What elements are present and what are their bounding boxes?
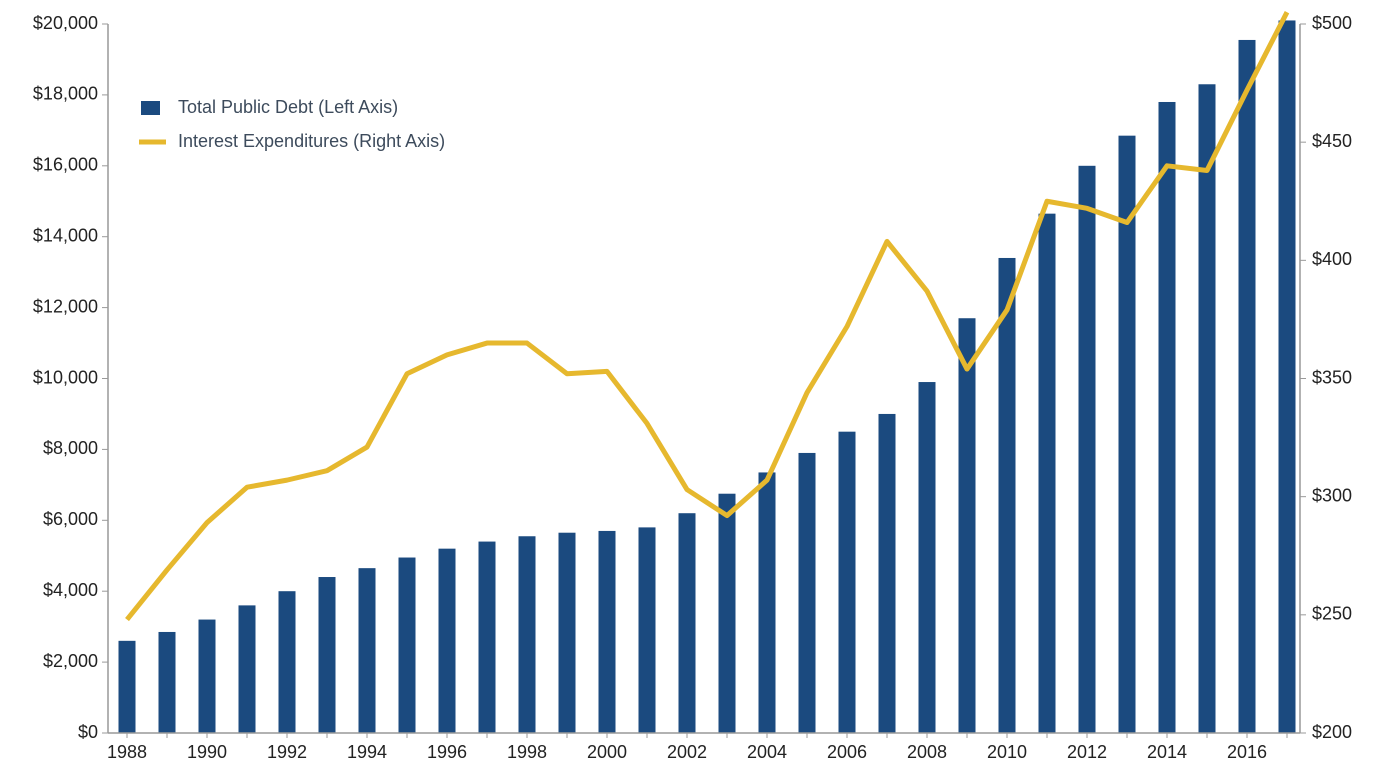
bar bbox=[878, 413, 896, 733]
bar bbox=[1118, 135, 1136, 734]
y-tick-label: $18,000 bbox=[33, 84, 98, 104]
bar bbox=[678, 513, 696, 733]
bar bbox=[638, 527, 656, 733]
y2-tick-label: $350 bbox=[1312, 367, 1352, 387]
x-tick-label: 1988 bbox=[107, 742, 147, 762]
y2-tick-label: $200 bbox=[1312, 722, 1352, 742]
bar bbox=[518, 536, 536, 733]
y-tick-label: $10,000 bbox=[33, 367, 98, 387]
y2-tick-label: $450 bbox=[1312, 131, 1352, 151]
y-tick-label: $6,000 bbox=[43, 509, 98, 529]
y2-tick-label: $300 bbox=[1312, 485, 1352, 505]
legend-label: Interest Expenditures (Right Axis) bbox=[178, 131, 445, 151]
x-tick-label: 2014 bbox=[1147, 742, 1187, 762]
x-tick-label: 2010 bbox=[987, 742, 1027, 762]
bar bbox=[798, 452, 816, 733]
bar bbox=[438, 548, 456, 733]
bar bbox=[1038, 213, 1056, 734]
bar bbox=[958, 318, 976, 733]
bar bbox=[358, 568, 376, 733]
y2-tick-label: $500 bbox=[1312, 13, 1352, 33]
bar bbox=[158, 631, 176, 733]
bar bbox=[1278, 20, 1296, 733]
y-tick-label: $4,000 bbox=[43, 580, 98, 600]
y-tick-label: $12,000 bbox=[33, 296, 98, 316]
bar bbox=[478, 541, 496, 733]
x-tick-label: 1992 bbox=[267, 742, 307, 762]
y2-tick-label: $400 bbox=[1312, 249, 1352, 269]
bar bbox=[118, 640, 136, 733]
y-tick-label: $16,000 bbox=[33, 155, 98, 175]
x-tick-label: 2012 bbox=[1067, 742, 1107, 762]
x-tick-label: 2016 bbox=[1227, 742, 1267, 762]
bar bbox=[998, 257, 1016, 733]
x-tick-label: 2004 bbox=[747, 742, 787, 762]
y-tick-label: $20,000 bbox=[33, 13, 98, 33]
legend-label: Total Public Debt (Left Axis) bbox=[178, 97, 398, 117]
bar bbox=[278, 591, 296, 733]
bar bbox=[918, 382, 936, 733]
x-tick-label: 2000 bbox=[587, 742, 627, 762]
bar bbox=[598, 530, 616, 733]
y-tick-label: $8,000 bbox=[43, 438, 98, 458]
x-tick-label: 2008 bbox=[907, 742, 947, 762]
bar bbox=[1078, 165, 1096, 734]
x-tick-label: 2002 bbox=[667, 742, 707, 762]
y-tick-label: $0 bbox=[78, 722, 98, 742]
bar bbox=[318, 577, 336, 733]
bar bbox=[1198, 84, 1216, 733]
x-tick-label: 1998 bbox=[507, 742, 547, 762]
x-tick-label: 1994 bbox=[347, 742, 387, 762]
y2-tick-label: $250 bbox=[1312, 604, 1352, 624]
y-tick-label: $14,000 bbox=[33, 225, 98, 245]
bar bbox=[1238, 39, 1256, 733]
bar bbox=[238, 605, 256, 733]
x-tick-label: 1996 bbox=[427, 742, 467, 762]
x-tick-label: 1990 bbox=[187, 742, 227, 762]
bar bbox=[198, 619, 216, 733]
bar bbox=[718, 493, 736, 733]
y-tick-label: $2,000 bbox=[43, 651, 98, 671]
bar bbox=[758, 472, 776, 733]
bar bbox=[558, 532, 576, 733]
bar bbox=[838, 431, 856, 733]
line bbox=[125, 11, 1290, 622]
bar bbox=[398, 557, 416, 733]
legend-swatch bbox=[141, 101, 160, 115]
x-tick-label: 2006 bbox=[827, 742, 867, 762]
bar bbox=[1158, 101, 1176, 734]
